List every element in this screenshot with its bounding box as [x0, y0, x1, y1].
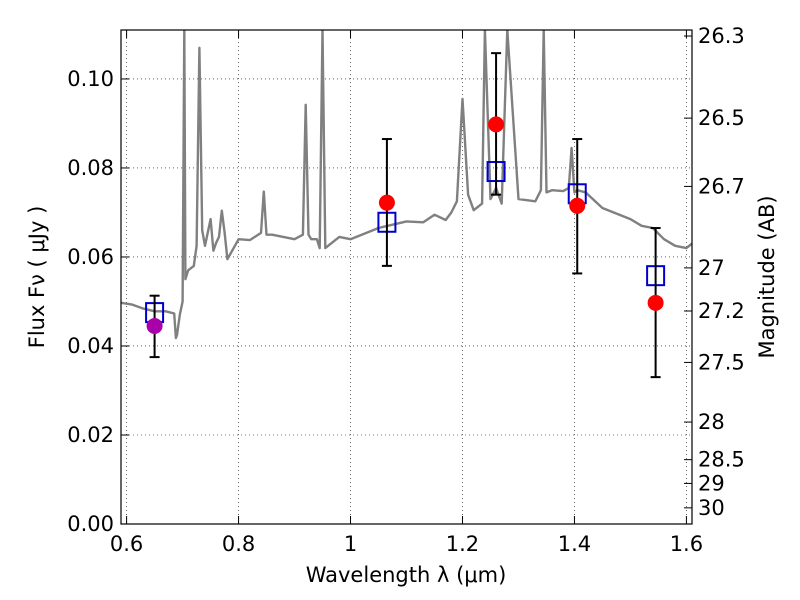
mag-tick-label: 26.5 — [698, 106, 745, 130]
axis-ticks: 0.6 0.8 1 1.2 1.4 1.6 0.00 0.02 0.04 0.06 0.08 0.10… — [67, 24, 745, 556]
mag-tick-label: 28.5 — [698, 448, 745, 472]
observed-point-marker — [647, 294, 664, 311]
x-tick-label: 1.4 — [558, 532, 591, 556]
plot-data — [121, 30, 692, 379]
observed-point-marker — [488, 116, 505, 133]
spectrum-line — [121, 30, 692, 340]
mag-tick-label: 27 — [698, 256, 725, 280]
y-tick-label: 0.02 — [67, 423, 114, 447]
mag-tick-label: 29 — [698, 471, 725, 495]
observed-point-marker — [146, 317, 163, 334]
photometry-markers — [145, 52, 666, 379]
y2-axis-label: Magnitude (AB) — [755, 195, 779, 358]
x-tick-label: 0.8 — [222, 532, 255, 556]
observed-point-marker — [569, 197, 586, 214]
mag-tick-label: 28 — [698, 410, 725, 434]
mag-tick-label: 26.3 — [698, 24, 745, 48]
grid — [121, 30, 692, 525]
spectrum-polyline — [121, 30, 692, 340]
mag-tick-label: 30 — [698, 496, 725, 520]
y-tick-label: 0.06 — [67, 245, 114, 269]
mag-tick-label: 27.5 — [698, 350, 745, 374]
x-axis-label: Wavelength λ (μm) — [306, 563, 507, 587]
mag-tick-label: 27.2 — [698, 299, 745, 323]
y-tick-label: 0.10 — [67, 67, 114, 91]
y-tick-label: 0.00 — [67, 512, 114, 536]
y-axis-label: Flux Fν ( μJy ) — [25, 206, 49, 349]
y-tick-label: 0.08 — [67, 156, 114, 180]
observed-point-marker — [378, 194, 395, 211]
y-tick-label: 0.04 — [67, 334, 114, 358]
plot-frame — [120, 29, 693, 525]
x-tick-label: 0.6 — [110, 532, 143, 556]
x-tick-label: 1.6 — [670, 532, 703, 556]
x-tick-label: 1.2 — [446, 532, 479, 556]
x-tick-label: 1 — [344, 532, 357, 556]
mag-tick-label: 26.7 — [698, 174, 745, 198]
